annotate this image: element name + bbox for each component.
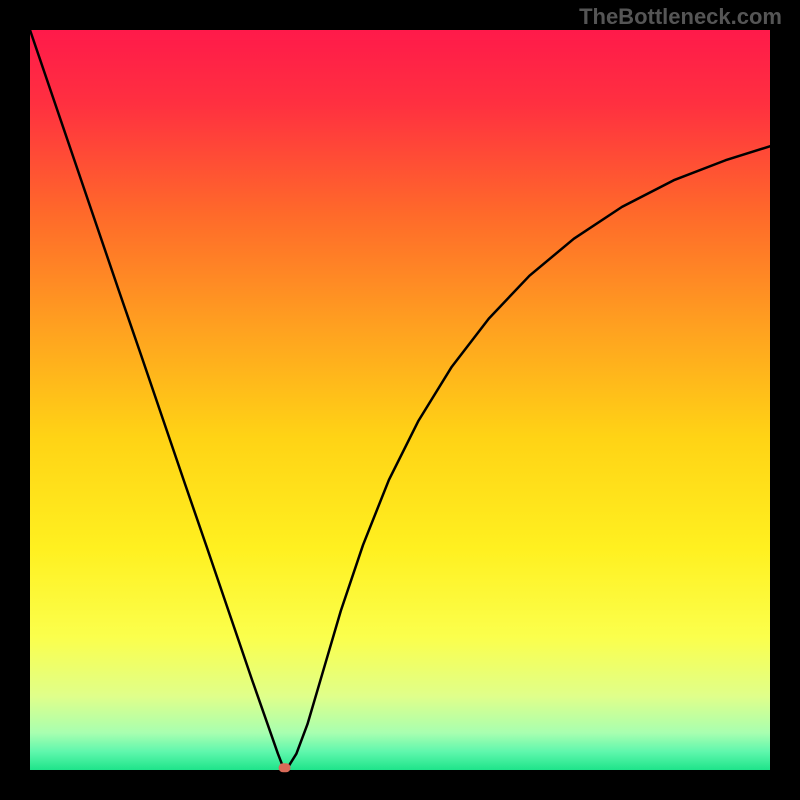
optimum-marker [279,763,291,772]
chart-plot-area [30,30,770,770]
watermark-text: TheBottleneck.com [579,4,782,30]
chart-svg [0,0,800,800]
chart-container: TheBottleneck.com [0,0,800,800]
